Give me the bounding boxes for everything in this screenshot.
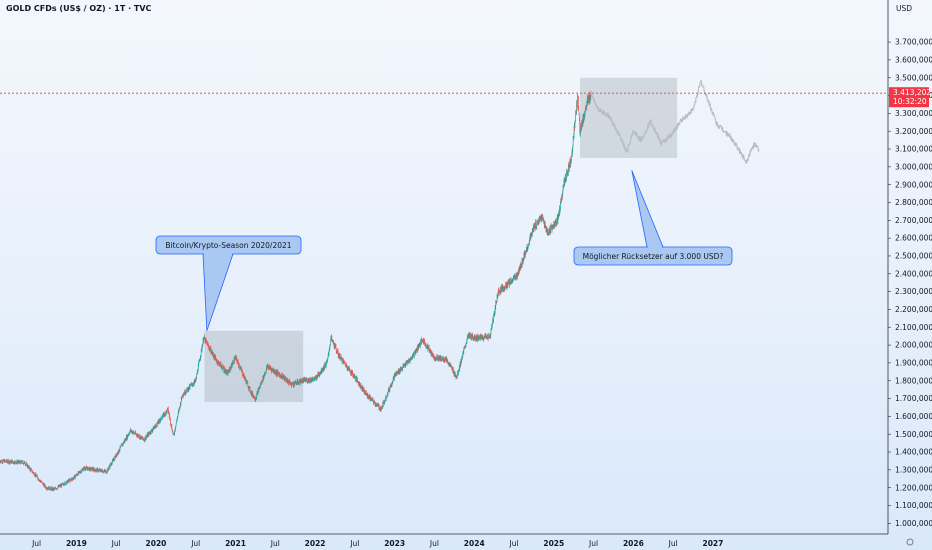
y-tick-label: 3.000,000	[895, 162, 932, 171]
x-tick-label: 2026	[623, 539, 644, 548]
y-tick-label: 2.000,000	[895, 341, 932, 350]
y-tick-label: 1.900,000	[895, 358, 932, 367]
callout-2[interactable]: Möglicher Rücksetzer auf 3.000 USD?	[573, 170, 733, 266]
callout-text: Bitcoin/Krypto-Season 2020/2021	[165, 241, 291, 250]
x-tick-label: Jul	[429, 539, 439, 548]
x-tick-label: Jul	[111, 539, 121, 548]
x-tick-label: 2027	[703, 539, 724, 548]
y-tick-label: 1.300,000	[895, 465, 932, 474]
currency-label: USD	[896, 4, 912, 13]
y-tick-label: 1.200,000	[895, 483, 932, 492]
callout-text: Möglicher Rücksetzer auf 3.000 USD?	[583, 252, 724, 261]
forecast-path	[590, 79, 760, 164]
x-tick-label: Jul	[668, 539, 678, 548]
x-tick-label: Jul	[588, 539, 598, 548]
y-tick-label: 2.100,000	[895, 323, 932, 332]
y-tick-label: 1.100,000	[895, 501, 932, 510]
chart-title: GOLD CFDs (US$ / OZ) · 1T · TVC	[6, 4, 152, 13]
y-tick-label: 1.600,000	[895, 412, 932, 421]
y-tick-label: 2.700,000	[895, 216, 932, 225]
y-tick-label: 2.200,000	[895, 305, 932, 314]
x-tick-label: 2021	[225, 539, 246, 548]
y-tick-label: 1.500,000	[895, 430, 932, 439]
y-tick-label: 3.600,000	[895, 56, 932, 65]
settings-icon-ring	[906, 538, 914, 546]
last-price-tag-bg	[889, 87, 929, 108]
settings-icon[interactable]	[906, 538, 914, 546]
y-tick-label: 1.400,000	[895, 448, 932, 457]
forecast	[590, 79, 760, 164]
y-tick-label: 3.700,000	[895, 38, 932, 47]
x-tick-label: 2022	[305, 539, 326, 548]
y-tick-label: 2.400,000	[895, 269, 932, 278]
x-tick-label: 2020	[146, 539, 167, 548]
callout-pointer	[631, 170, 664, 248]
y-tick-label: 2.300,000	[895, 287, 932, 296]
x-tick-label: Jul	[270, 539, 280, 548]
y-tick-label: 1.000,000	[895, 519, 932, 528]
x-tick-label: Jul	[349, 539, 359, 548]
y-tick-label: 3.100,000	[895, 145, 932, 154]
y-tick-label: 1.800,000	[895, 376, 932, 385]
y-tick-label: 2.900,000	[895, 180, 932, 189]
x-tick-label: Jul	[508, 539, 518, 548]
x-axis: Jul 2019 Jul 2020 Jul 2021 Jul 2022 Jul 2023 Jul 20…	[0, 533, 914, 548]
candles	[0, 90, 592, 492]
x-tick-label: 2023	[384, 539, 405, 548]
y-tick-label: 3.200,000	[895, 127, 932, 136]
last-price-countdown: 10:32:20	[893, 97, 927, 106]
callout-pointer	[202, 253, 234, 331]
callout-1[interactable]: Bitcoin/Krypto-Season 2020/2021	[155, 235, 302, 331]
last-price-value: 3.413,202	[893, 88, 931, 97]
callouts: Bitcoin/Krypto-Season 2020/2021 Möglicher…	[155, 170, 733, 331]
y-tick-label: 2.500,000	[895, 252, 932, 261]
y-tick-label: 1.700,000	[895, 394, 932, 403]
x-tick-label: Jul	[190, 539, 200, 548]
x-tick-label: 2025	[543, 539, 564, 548]
y-tick-label: 3.300,000	[895, 109, 932, 118]
x-tick-label: Jul	[31, 539, 41, 548]
y-axis: USD 1.000,000 1.100,000 1.200,000 1.300,000 1…	[887, 0, 932, 534]
x-tick-label: 2024	[464, 539, 485, 548]
y-tick-label: 2.600,000	[895, 234, 932, 243]
y-tick-label: 2.800,000	[895, 198, 932, 207]
y-tick-label: 3.500,000	[895, 73, 932, 82]
x-tick-label: 2019	[66, 539, 87, 548]
